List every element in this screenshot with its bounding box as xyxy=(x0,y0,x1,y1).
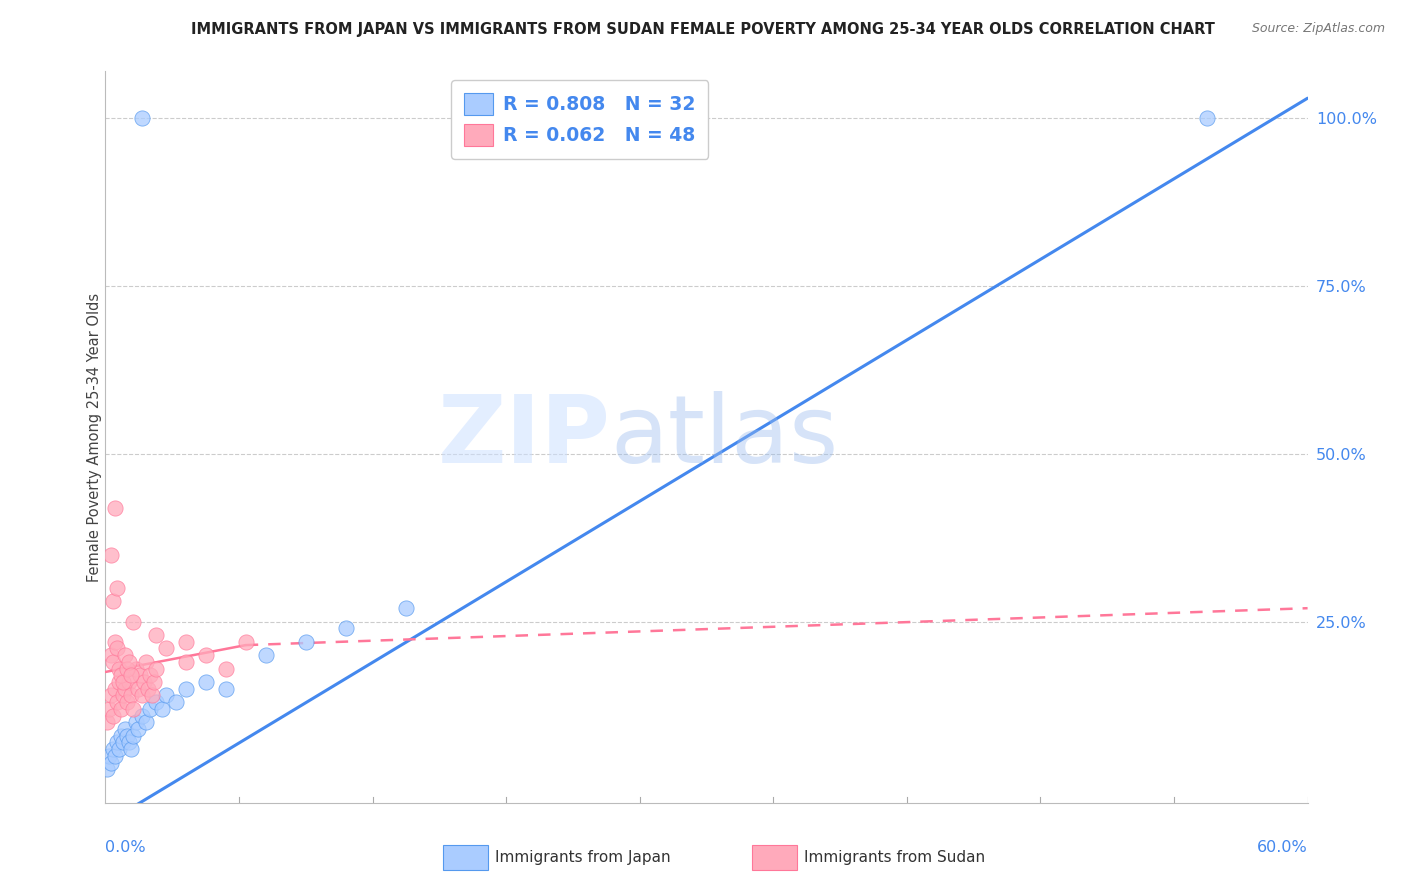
Point xyxy=(103,742,125,756)
Text: 60.0%: 60.0% xyxy=(1257,839,1308,855)
Point xyxy=(104,634,127,648)
Point xyxy=(142,675,165,690)
Point xyxy=(117,729,139,743)
Point xyxy=(121,742,143,756)
Point xyxy=(114,681,136,696)
Text: Immigrants from Sudan: Immigrants from Sudan xyxy=(804,850,986,864)
Point xyxy=(114,722,136,736)
Point xyxy=(122,729,145,743)
Point xyxy=(138,702,160,716)
Point xyxy=(135,655,157,669)
Point xyxy=(117,662,139,676)
Legend: R = 0.808   N = 32, R = 0.062   N = 48: R = 0.808 N = 32, R = 0.062 N = 48 xyxy=(451,80,709,159)
Point xyxy=(235,634,257,648)
Point xyxy=(141,689,163,703)
Point xyxy=(138,668,160,682)
Point xyxy=(174,634,197,648)
Point xyxy=(118,735,141,749)
Point xyxy=(110,668,132,682)
Point xyxy=(174,681,197,696)
Point xyxy=(194,675,217,690)
Point xyxy=(108,742,131,756)
Point xyxy=(107,735,129,749)
Point xyxy=(114,648,136,662)
Text: 0.0%: 0.0% xyxy=(105,839,146,855)
Point xyxy=(121,689,143,703)
Point xyxy=(135,715,157,730)
Point xyxy=(395,601,418,615)
Point xyxy=(214,681,236,696)
Point xyxy=(112,689,135,703)
Point xyxy=(98,748,121,763)
Point xyxy=(96,715,118,730)
Point xyxy=(107,581,129,595)
Point xyxy=(1197,112,1219,126)
Point xyxy=(117,695,139,709)
Point xyxy=(122,615,145,629)
Point xyxy=(127,681,149,696)
Point xyxy=(100,548,122,562)
Point xyxy=(121,668,143,682)
Point xyxy=(214,662,236,676)
Point xyxy=(165,695,187,709)
Point xyxy=(136,681,159,696)
Point xyxy=(100,756,122,770)
Point xyxy=(131,112,153,126)
Point xyxy=(124,715,146,730)
Point xyxy=(254,648,277,662)
Point xyxy=(104,681,127,696)
Point xyxy=(145,695,167,709)
Point xyxy=(104,748,127,763)
Point xyxy=(124,662,146,676)
Point xyxy=(100,648,122,662)
Point xyxy=(112,735,135,749)
Point xyxy=(127,722,149,736)
Point xyxy=(98,702,121,716)
Point xyxy=(110,702,132,716)
Point xyxy=(103,655,125,669)
Point xyxy=(118,675,141,690)
Point xyxy=(131,708,153,723)
Point xyxy=(103,594,125,608)
Point xyxy=(335,621,357,635)
Point xyxy=(150,702,173,716)
Y-axis label: Female Poverty Among 25-34 Year Olds: Female Poverty Among 25-34 Year Olds xyxy=(87,293,101,582)
Text: Immigrants from Japan: Immigrants from Japan xyxy=(495,850,671,864)
Point xyxy=(100,689,122,703)
Text: IMMIGRANTS FROM JAPAN VS IMMIGRANTS FROM SUDAN FEMALE POVERTY AMONG 25-34 YEAR O: IMMIGRANTS FROM JAPAN VS IMMIGRANTS FROM… xyxy=(191,22,1215,37)
Point xyxy=(131,689,153,703)
Point xyxy=(128,668,150,682)
Text: ZIP: ZIP xyxy=(437,391,610,483)
Point xyxy=(108,675,131,690)
Point xyxy=(118,655,141,669)
Point xyxy=(122,702,145,716)
Text: atlas: atlas xyxy=(610,391,838,483)
Point xyxy=(110,729,132,743)
Point xyxy=(108,662,131,676)
Point xyxy=(295,634,318,648)
Text: Source: ZipAtlas.com: Source: ZipAtlas.com xyxy=(1251,22,1385,36)
Point xyxy=(107,695,129,709)
Point xyxy=(155,641,177,656)
Point xyxy=(107,641,129,656)
Point xyxy=(155,689,177,703)
Point xyxy=(96,762,118,776)
Point xyxy=(104,500,127,515)
Point xyxy=(145,662,167,676)
Point xyxy=(174,655,197,669)
Point xyxy=(194,648,217,662)
Point xyxy=(112,675,135,690)
Point xyxy=(145,628,167,642)
Point xyxy=(132,675,155,690)
Point xyxy=(103,708,125,723)
